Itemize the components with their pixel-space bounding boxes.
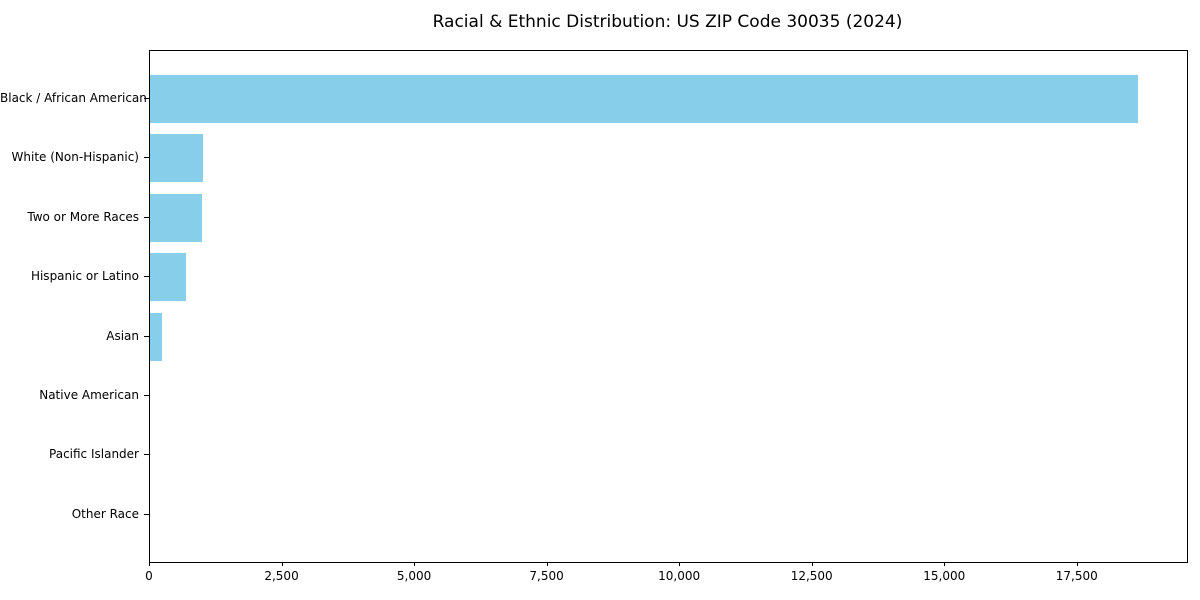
y-tick	[144, 216, 149, 218]
x-tick	[811, 562, 813, 566]
x-tick	[546, 562, 548, 566]
x-tick-label: 5,000	[396, 569, 432, 583]
y-tick	[144, 454, 149, 456]
y-tick	[144, 513, 149, 515]
x-tick-label: 12,500	[790, 569, 833, 583]
y-tick	[144, 395, 149, 396]
x-tick	[944, 562, 946, 566]
x-tick	[414, 562, 416, 566]
bar	[150, 134, 204, 183]
x-tick-label: 17,500	[1055, 569, 1098, 583]
x-tick	[281, 562, 283, 566]
bar	[150, 312, 162, 361]
x-tick-label: 0	[145, 569, 153, 583]
x-tick-label: 2,500	[264, 569, 299, 583]
bar	[150, 75, 1138, 123]
chart-title: Racial & Ethnic Distribution: US ZIP Cod…	[432, 12, 903, 32]
y-tick	[144, 157, 149, 159]
y-axis-label: Other Race	[71, 506, 139, 521]
x-tick	[1076, 562, 1078, 566]
x-tick	[679, 562, 681, 566]
plot-area	[149, 50, 1188, 563]
y-tick	[144, 98, 149, 99]
x-tick-label: 15,000	[923, 569, 966, 583]
y-axis-label: White (Non-Hispanic)	[11, 150, 139, 165]
bar	[150, 253, 187, 302]
y-tick	[144, 335, 149, 337]
y-axis-label: Two or More Races	[27, 209, 139, 224]
y-axis-label: Native American	[39, 388, 139, 402]
x-tick	[149, 562, 150, 566]
y-axis-label: Hispanic or Latino	[30, 269, 139, 284]
y-axis-label: Black / African American	[0, 91, 147, 105]
y-axis-label: Pacific Islander	[49, 447, 139, 462]
bar	[150, 193, 203, 242]
y-tick	[144, 276, 149, 278]
x-tick-label: 7,500	[529, 569, 564, 583]
x-tick-label: 10,000	[658, 569, 701, 583]
y-axis-label: Asian	[106, 328, 139, 343]
